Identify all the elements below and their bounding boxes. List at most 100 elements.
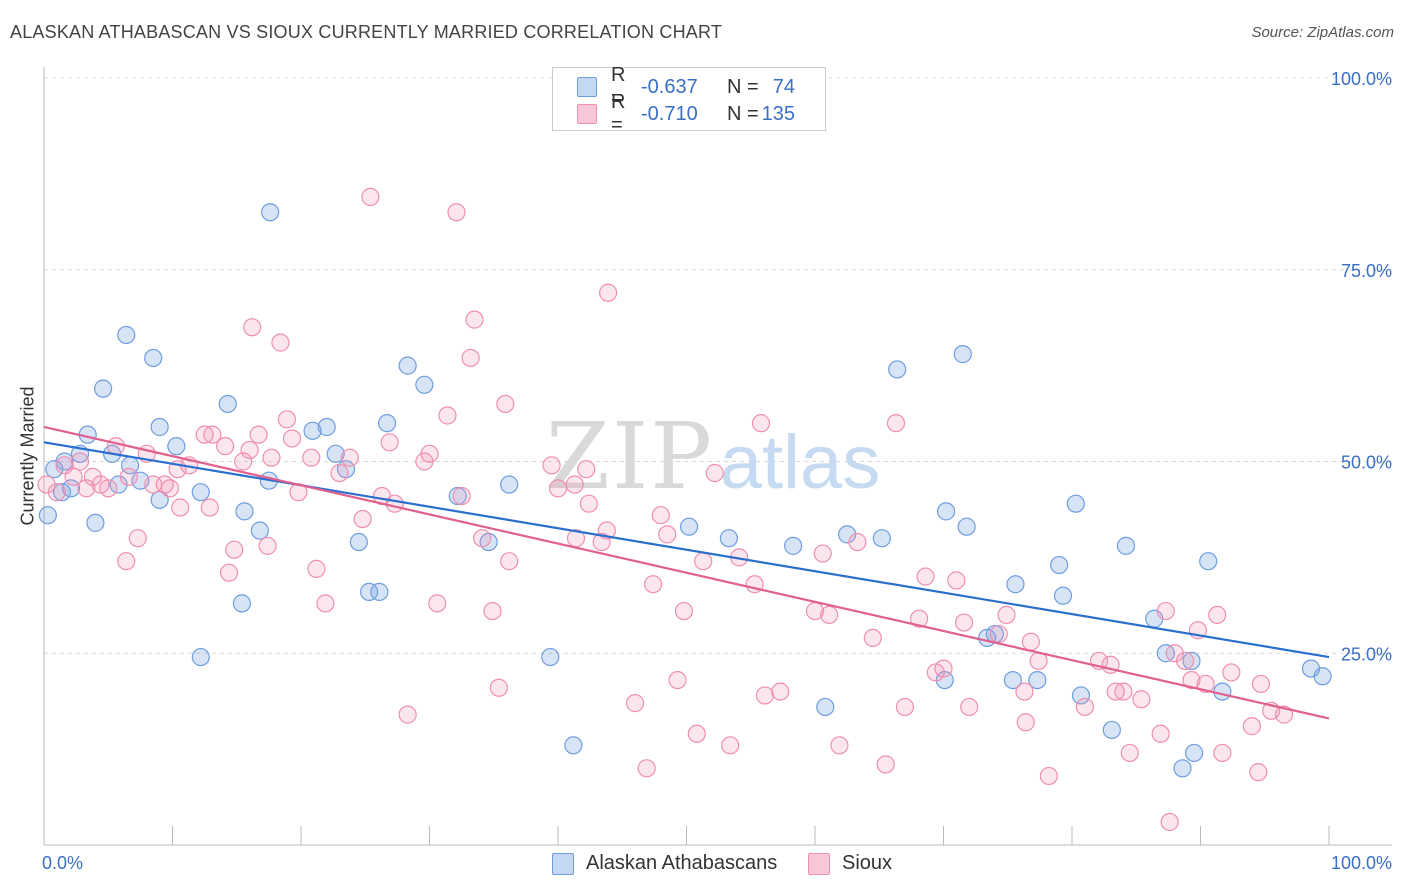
watermark-atlas: atlas [720,420,881,505]
athabascan-point [415,375,434,394]
legend-item-athabascans: Alaskan Athabascans [552,852,777,875]
chart-title: ALASKAN ATHABASCAN VS SIOUX CURRENTLY MA… [10,22,723,42]
sioux-point [385,494,404,513]
sioux-point [420,444,439,463]
sioux-point [820,605,839,625]
sioux-point [997,605,1016,625]
sioux-point [203,425,222,444]
athabascan-point [86,513,105,532]
sioux-point [398,705,417,724]
sioux-point [234,452,253,471]
athabascan-point [398,356,417,375]
sioux-point [1039,766,1058,786]
sioux-point [117,552,136,571]
athabascan-point [888,360,907,379]
sioux-point [380,433,399,452]
sioux-point [461,348,480,368]
sioux-point [277,410,296,429]
sioux-point [106,437,126,456]
sioux-point [755,686,774,705]
athabascan-point [1313,667,1332,686]
y-axis-label: Currently Married [17,386,38,526]
sioux-point [1106,682,1125,701]
athabascan-point [38,506,57,525]
sioux-point [447,203,466,222]
r-label: R = [611,91,626,136]
athabascan-point [326,444,345,463]
n-label: N = [727,102,759,125]
sioux-point [262,448,281,467]
sioux-point [171,498,190,517]
y-tick-label: 25.0% [1341,644,1392,664]
sioux-point [1016,713,1035,732]
sioux-point [500,552,519,571]
athabascan-point [1173,759,1192,778]
correlation-legend: R = -0.637 N = 74 R = -0.710 N = 135 [552,64,826,136]
athabascan-point [52,483,72,502]
sioux-point [353,509,372,529]
sioux-point [438,406,457,425]
athabascan-point [370,582,389,601]
athabascan-point [191,647,210,667]
sioux-point [542,456,561,475]
sioux-point [579,494,598,513]
sioux-point [886,414,906,433]
sioux-point [489,678,508,697]
sioux-point [947,571,966,590]
athabascan-point [1053,586,1073,605]
watermark: ZIP atlas [546,403,880,510]
sioux-point [119,467,138,486]
athabascan-point [167,437,186,456]
athabascan-point [1066,494,1085,513]
sioux-point [674,601,694,621]
athabascan-point [872,529,891,548]
sioux-point [99,479,118,498]
sioux-point [592,532,611,552]
sioux-point [83,467,102,486]
athabascan-point [816,697,835,717]
sioux-point [1151,724,1170,743]
athabascan-point [377,414,397,433]
sioux-point [473,529,492,548]
legend-row-sioux: R = -0.710 N = 135 [577,91,795,136]
athabascan-point [45,460,64,479]
sioux-point [643,575,663,594]
sioux-point [694,552,713,571]
athabascan-point [1182,651,1201,671]
trend-lines [43,425,1330,720]
sioux-point [361,187,380,206]
athabascan-point [232,594,251,613]
sioux-point [225,540,244,559]
sioux-point [219,563,239,582]
athabascan-point [191,483,210,502]
sioux-point [1222,663,1241,682]
athabascan-point [1071,686,1091,705]
x-tick-label: 0.0% [42,853,83,873]
n-value: 135 [761,102,795,125]
r-value: -0.710 [641,102,698,125]
watermark-zip: ZIP [546,403,714,510]
x-tick-label: 100.0% [1331,853,1392,873]
athabascan-point [1116,536,1136,555]
sioux-point [160,479,180,498]
sioux-legend-swatch [808,852,830,875]
sioux-point [1132,690,1151,709]
sioux-point [1120,743,1139,763]
athabascan-points [38,203,1332,778]
athabascan-point [317,417,336,437]
athabascan-point [250,521,269,540]
y-tick-label: 100.0% [1331,69,1392,89]
athabascan-point [564,736,583,755]
athabascan-point [303,421,322,440]
sioux-point [195,425,214,444]
source-label: Source: ZipAtlas.com [1251,24,1394,41]
grid-lines [44,77,1392,654]
sioux-point [1213,743,1232,763]
sioux-point [465,310,484,329]
sioux-point [909,609,929,628]
sioux-point [658,525,677,544]
sioux-point [128,529,147,548]
sioux-point [37,475,56,494]
sioux-point [1251,674,1270,694]
sioux-point [249,425,268,444]
